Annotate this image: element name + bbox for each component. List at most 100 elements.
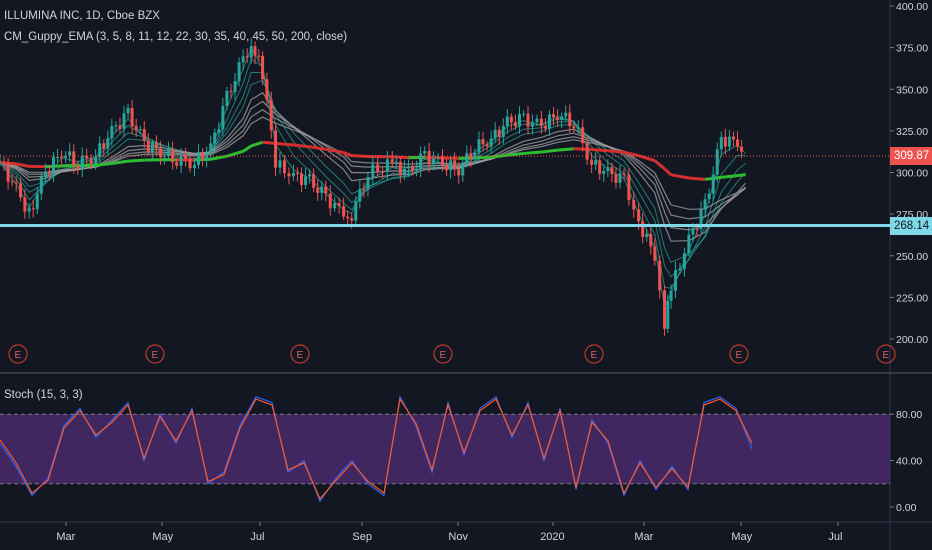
candle-body <box>658 260 662 291</box>
candle-body <box>602 170 606 174</box>
candle-body <box>653 246 657 261</box>
candle-body <box>31 208 35 210</box>
candle-body <box>501 125 505 137</box>
candle-body <box>72 151 76 166</box>
candle-body <box>513 122 517 127</box>
candle-body <box>249 46 253 58</box>
ema-200-segment <box>663 167 673 176</box>
price-tick-label: 350.00 <box>896 84 928 96</box>
price-tick-label: 375.00 <box>896 43 928 55</box>
candle-body <box>505 116 509 126</box>
candle-body <box>740 146 744 152</box>
price-tick-label: 325.00 <box>896 126 928 138</box>
candle-body <box>346 216 350 219</box>
price-pane <box>0 0 890 372</box>
ema-200-segment <box>721 174 738 179</box>
candle-body <box>39 176 43 194</box>
candle-body <box>394 161 398 163</box>
earnings-marker-label: E <box>15 350 22 361</box>
ema-200-segment <box>737 173 746 178</box>
candle-body <box>68 151 72 156</box>
earnings-marker <box>290 344 310 364</box>
candle-body <box>731 136 735 140</box>
candle-body <box>213 132 217 144</box>
candle-body <box>98 143 102 158</box>
earnings-marker-label: E <box>591 350 598 361</box>
candle-body <box>552 114 556 118</box>
candle-body <box>419 153 423 169</box>
ema-200-segment <box>670 173 690 180</box>
long-ema-line <box>0 108 746 220</box>
stoch-legend[interactable]: Stoch (15, 3, 3) <box>4 389 83 401</box>
time-tick-label: Jul <box>828 531 842 543</box>
earnings-marker <box>584 344 604 364</box>
ema-200-segment <box>474 155 492 160</box>
ema-200-segment <box>557 147 574 152</box>
time-tick-label: Nov <box>448 531 468 543</box>
price-tick-label: 400.00 <box>896 1 928 13</box>
candle-body <box>316 187 320 193</box>
candle-body <box>461 162 465 176</box>
earnings-marker-label: E <box>736 350 743 361</box>
candle-body <box>362 189 366 191</box>
candle-body <box>175 162 179 166</box>
candle-body <box>674 270 678 291</box>
candle-body <box>564 112 568 117</box>
candle-body <box>509 116 513 123</box>
candle-body <box>457 169 461 176</box>
candle-body <box>493 129 497 139</box>
ema-200-segment <box>591 148 608 153</box>
candle-body <box>134 126 138 130</box>
candle-body <box>179 155 183 166</box>
candle-body <box>682 253 686 269</box>
ema-200-segment <box>242 144 253 153</box>
candle-body <box>719 136 723 150</box>
ema-200-segment <box>343 151 353 158</box>
candle-body <box>282 160 286 174</box>
ema-200-segment <box>507 151 524 157</box>
candle-body <box>2 162 6 164</box>
candle-body <box>291 172 295 177</box>
stoch-tick-label: 40.00 <box>896 456 922 468</box>
candle-body <box>406 166 410 169</box>
stoch-d-line <box>0 397 753 501</box>
earnings-marker-label: E <box>297 350 304 361</box>
candle-body <box>666 300 670 329</box>
ema-200-segment <box>293 143 310 149</box>
price-tick-label: 225.00 <box>896 292 928 304</box>
candle-body <box>581 127 585 144</box>
candle-body <box>385 159 389 172</box>
candle-body <box>257 55 261 57</box>
candle-body <box>699 209 703 229</box>
candle-body <box>598 160 602 174</box>
earnings-marker-label: E <box>440 350 447 361</box>
candle-body <box>278 160 282 168</box>
candle-body <box>269 99 273 131</box>
candle-body <box>711 174 715 194</box>
candle-body <box>610 167 614 174</box>
candle-body <box>312 174 316 188</box>
candle-body <box>163 156 167 158</box>
candle-body <box>188 158 192 169</box>
time-tick-label: Mar <box>56 531 75 543</box>
candle-body <box>47 171 51 174</box>
guppy-ema-legend[interactable]: CM_Guppy_EMA (3, 5, 8, 11, 12, 22, 30, 3… <box>4 31 348 43</box>
candle-body <box>241 56 245 63</box>
candle-body <box>371 164 375 177</box>
candle-body <box>10 181 14 183</box>
ema-200-segment <box>111 159 129 166</box>
candle-body <box>535 118 539 123</box>
time-tick-label: May <box>152 531 173 543</box>
candle-body <box>376 164 380 172</box>
candle-body <box>707 193 711 200</box>
candle-body <box>333 203 337 209</box>
candle-body <box>445 165 449 171</box>
candle-body <box>627 174 631 200</box>
candle-body <box>354 201 358 221</box>
candle-body <box>632 199 636 210</box>
candle-body <box>35 193 39 210</box>
candle-body <box>441 157 445 166</box>
candle-body <box>715 149 719 175</box>
candle-body <box>477 139 481 153</box>
